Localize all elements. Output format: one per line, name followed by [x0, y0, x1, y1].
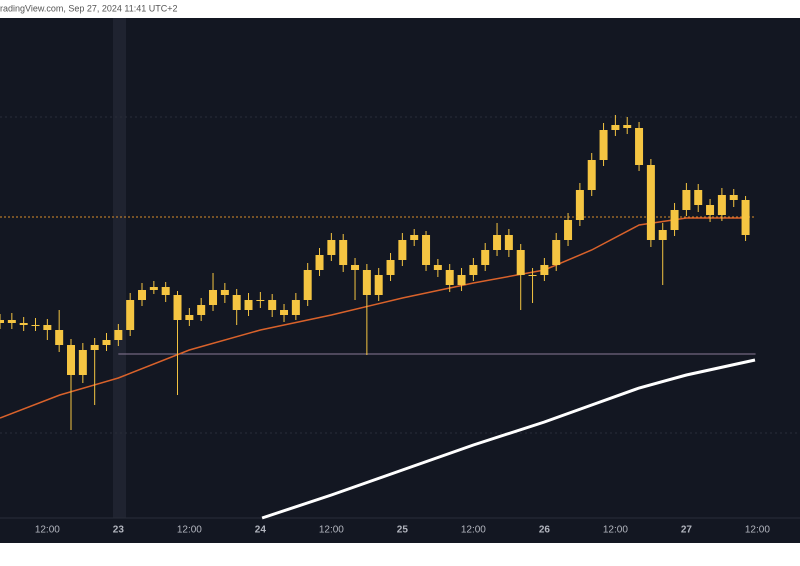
candle-body [469, 265, 478, 275]
candle-body [717, 195, 726, 215]
crosshair-band [113, 18, 126, 518]
candle-body [374, 275, 383, 295]
candle-body [114, 330, 123, 340]
candle-body [197, 305, 206, 315]
candle-body [493, 235, 502, 250]
candle-body [741, 200, 750, 235]
candle-body [552, 240, 561, 265]
candle-body [599, 130, 608, 160]
candle-body [422, 235, 431, 265]
candle-body [43, 325, 52, 330]
candle-body [31, 325, 40, 326]
candle-body [635, 128, 644, 165]
moving-average-line [261, 358, 756, 520]
candle-body [291, 300, 300, 315]
candle-body [78, 350, 87, 375]
x-tick-label: 26 [539, 525, 551, 536]
candle-body [575, 190, 584, 220]
candle-body [232, 295, 241, 310]
candle-body [516, 250, 525, 275]
candle-body [138, 290, 147, 300]
candle-body [55, 330, 64, 345]
candle-body [149, 287, 158, 290]
x-tick-label: 12:00 [461, 525, 486, 536]
x-tick-label: 12:00 [177, 525, 202, 536]
x-tick-label: 24 [255, 525, 267, 536]
candle-body [504, 235, 513, 250]
candle-body [90, 345, 99, 350]
candle-body [694, 190, 703, 205]
candle-body [587, 160, 596, 190]
candle-body [362, 270, 371, 295]
x-tick-label: 23 [113, 525, 125, 536]
candle-body [185, 315, 194, 320]
candle-body [67, 345, 76, 375]
source-label: radingView.com, Sep 27, 2024 11:41 UTC+2 [0, 3, 178, 13]
candle-body [7, 320, 16, 323]
candle-body [244, 300, 253, 310]
plot-background [0, 18, 800, 543]
x-tick-label: 25 [397, 525, 409, 536]
candle-body [327, 240, 336, 255]
candle-body [398, 240, 407, 260]
candle-body [410, 235, 419, 240]
candle-body [19, 323, 28, 325]
candle-body [351, 265, 360, 270]
candle-body [445, 270, 454, 285]
candle-body [658, 230, 667, 240]
candle-body [256, 300, 265, 301]
candle-body [433, 265, 442, 270]
candle-body [209, 290, 218, 305]
candle-body [528, 275, 537, 276]
x-tick-label: 12:00 [35, 525, 60, 536]
candle-body [706, 205, 715, 215]
candle-body [646, 165, 655, 240]
candle-body [173, 295, 182, 320]
candle-body [611, 125, 620, 130]
candle-body [102, 340, 111, 345]
candle-body [161, 287, 170, 295]
candle-body [457, 275, 466, 285]
x-tick-label: 27 [681, 525, 693, 536]
candle-body [670, 210, 679, 230]
candle-body [623, 125, 632, 128]
candle-body [481, 250, 490, 265]
x-tick-label: 12:00 [319, 525, 344, 536]
candle-body [682, 190, 691, 210]
candle-body [339, 240, 348, 265]
candle-body [280, 310, 289, 315]
candle-body [729, 195, 738, 200]
candle-body [303, 270, 312, 300]
candle-body [315, 255, 324, 270]
candle-body [220, 290, 229, 295]
candle-body [540, 265, 549, 275]
x-tick-label: 12:00 [745, 525, 770, 536]
candle-body [126, 300, 135, 330]
candle-body [386, 260, 395, 275]
x-tick-label: 12:00 [603, 525, 628, 536]
candle-body [268, 300, 277, 310]
candle-body [0, 320, 4, 323]
moving-average-line [0, 217, 746, 419]
candle-body [564, 220, 573, 240]
